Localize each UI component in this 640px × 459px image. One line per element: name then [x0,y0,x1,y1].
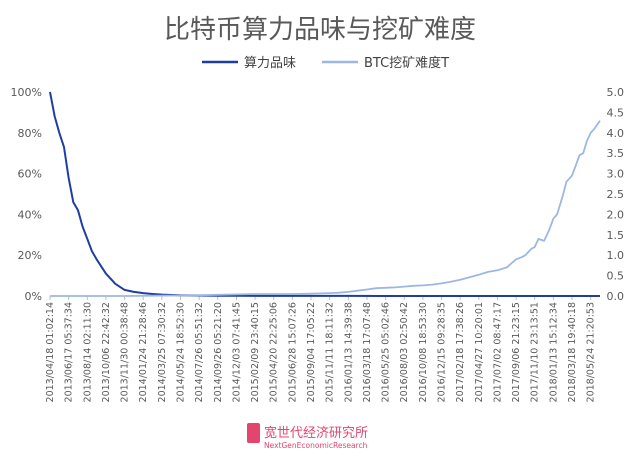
x-tick-label: 2018/01/13 15:12:34 [548,302,559,402]
y-right-tick-label: 1.0 [607,249,625,262]
x-tick-label: 2017/11/10 23:13:51 [530,302,541,402]
watermark-subtitle: NextGenEconomicResearch [264,441,368,450]
x-tick-label: 2015/06/28 15:07:26 [287,302,298,402]
watermark: 宽世代经济研究所 NextGenEconomicResearch [247,423,368,450]
series-line-hashrate [49,91,600,297]
x-tick-label: 2013/04/18 01:02:14 [45,302,56,402]
x-tick-label: 2017/09/06 21:23:15 [511,302,522,402]
x-tick-label: 2015/02/09 23:40:15 [250,302,261,402]
y-right-tick-label: 0.5 [607,270,625,283]
x-tick-label: 2015/11/11 18:11:32 [325,302,336,402]
y-left-tick-label: 20% [18,249,42,262]
y-right-tick-label: 4.5 [607,106,625,119]
axes: 0% 20% 40% 60% 80% 100% 0.0 0.5 1.0 1.5 2.0 2.5 3.0 3… [11,86,624,402]
y-right-tick-label: 3.0 [607,168,625,181]
x-tick-label: 2014/05/24 18:52:30 [176,302,187,402]
x-tick-label: 2016/08/03 02:50:42 [399,302,410,402]
y-right-tick-label: 5.0 [607,86,625,99]
x-tick-label: 2013/11/30 00:38:48 [120,302,131,402]
x-tick-label: 2015/04/20 22:25:06 [269,302,280,402]
legend-label-difficulty: BTC挖矿难度T [364,55,449,71]
watermark-name: 宽世代经济研究所 [264,425,368,441]
x-tick-label: 2017/04/27 10:20:01 [474,302,485,402]
x-tick-label: 2016/05/25 05:02:46 [381,302,392,402]
x-tick-label: 2014/09/26 05:21:20 [213,302,224,402]
x-tick-label: 2014/07/26 05:51:32 [194,302,205,402]
x-tick-label: 2013/10/06 22:42:32 [101,302,112,402]
x-tick-label: 2018/03/18 19:40:18 [567,302,578,402]
y-right-tick-label: 2.0 [607,208,625,221]
y-left-tick-label: 60% [18,168,42,181]
chart-title: 比特币算力品味与挖矿难度 [164,15,476,45]
x-tick-label: 2013/06/17 05:37:34 [64,302,75,402]
x-tick-label: 2017/02/18 17:38:26 [455,302,466,402]
x-tick-label: 2016/01/13 14:39:38 [343,302,354,402]
x-tick-label: 2016/03/18 17:07:48 [362,302,373,402]
series-line-difficulty [50,120,601,297]
y-right-tick-label: 3.5 [607,147,625,160]
y-right-tick-label: 0.0 [607,290,625,303]
legend-label-hashrate: 算力品味 [244,56,296,71]
plot-area [49,91,601,297]
x-tick-label: 2016/10/08 18:53:30 [418,302,429,402]
x-tick-label: 2016/12/15 09:28:35 [437,302,448,402]
y-left-tick-label: 40% [18,208,42,221]
x-tick-label: 2015/09/04 17:05:22 [306,302,317,402]
y-left-tick-label: 100% [11,86,42,99]
y-right-tick-label: 1.5 [607,229,625,242]
y-right-tick-label: 2.5 [607,188,625,201]
legend: 算力品味 BTC挖矿难度T [202,55,449,71]
x-tick-label: 2013/08/14 02:11:30 [82,302,93,402]
x-tick-label: 2014/03/25 07:30:32 [157,302,168,402]
x-tick-label: 2017/07/02 08:47:17 [492,302,503,402]
watermark-logo-icon [247,423,260,443]
x-tick-label: 2014/01/24 21:28:46 [138,302,149,402]
y-left-tick-label: 0% [25,290,42,303]
y-left-tick-label: 80% [18,127,42,140]
x-tick-label: 2014/12/03 07:41:45 [231,302,242,402]
y-right-tick-label: 4.0 [607,127,625,140]
x-tick-label: 2018/05/24 21:20:53 [586,302,597,402]
